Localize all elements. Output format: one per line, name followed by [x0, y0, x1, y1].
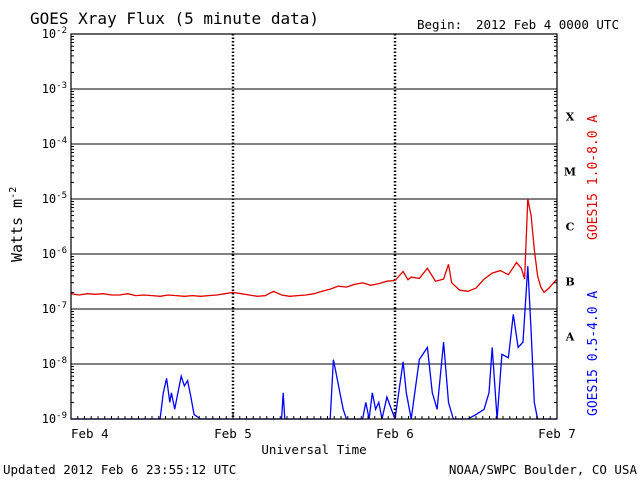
plot-frame [70, 33, 558, 420]
x-axis-label: Universal Time [261, 442, 366, 457]
x-tick-label: Feb 6 [376, 426, 414, 441]
flare-class-labels: X M C B A [564, 111, 576, 344]
y-axis-label: Watts m-2 [8, 187, 26, 262]
chart-grid [71, 34, 557, 419]
plot-area [70, 198, 558, 420]
begin-label: Begin: [417, 17, 462, 32]
credit-line: NOAA/SWPC Boulder, CO USA [449, 462, 638, 477]
flare-class-label: M [564, 166, 576, 179]
x-axis: Feb 4 Feb 5 Feb 6 Feb 7 [70, 412, 576, 441]
y-tick-label: 10-5 [42, 191, 67, 206]
y-tick-label: 10-8 [42, 356, 67, 371]
y-tick-label: 10-4 [42, 136, 67, 151]
chart-title: GOES Xray Flux (5 minute data) [30, 9, 319, 28]
legend-series-long: GOES15 1.0-8.0 A [586, 115, 601, 240]
series-line-long [70, 198, 558, 297]
begin-value: 2012 Feb 4 0000 UTC [476, 17, 619, 32]
y-tick-label: 10-7 [42, 301, 67, 316]
y-axis: 10-2 10-3 10-4 10-5 10-6 10-7 10-8 10-9 [42, 26, 557, 426]
flare-class-label: B [565, 276, 574, 289]
flare-class-label: A [565, 331, 575, 344]
y-tick-label: 10-3 [42, 81, 67, 96]
legend-series-short: GOES15 0.5-4.0 A [586, 291, 601, 416]
y-tick-label: 10-6 [42, 246, 67, 261]
x-tick-label: Feb 7 [538, 426, 576, 441]
updated-timestamp: Updated 2012 Feb 6 23:55:12 UTC [3, 462, 236, 477]
x-tick-label: Feb 5 [214, 426, 252, 441]
y-tick-label: 10-2 [42, 26, 67, 41]
x-tick-label: Feb 4 [71, 426, 109, 441]
flare-class-label: X [566, 111, 575, 124]
flare-class-label: C [566, 221, 575, 234]
series-line-short [71, 266, 557, 420]
y-tick-label: 10-9 [42, 411, 67, 426]
